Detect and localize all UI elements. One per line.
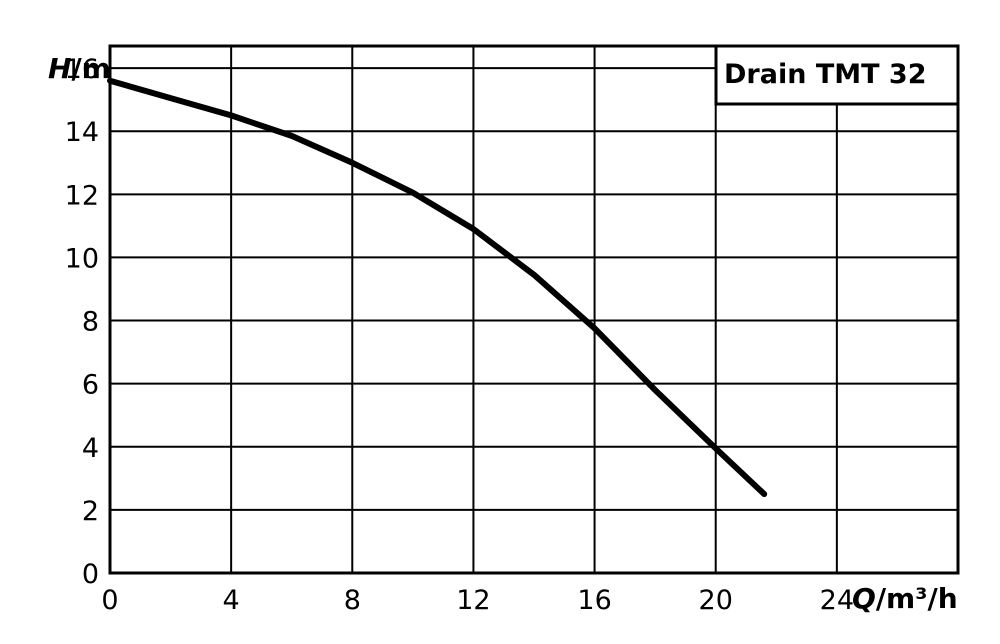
pump-curve-line	[107, 77, 768, 498]
y-tick-label: 2	[82, 496, 99, 527]
x-tick-label: 0	[101, 585, 118, 616]
x-tick-label: 4	[223, 585, 240, 616]
y-axis-label: H/m	[48, 52, 111, 85]
y-tick-labels: 0 2 4 6 8 10 12 14 16	[65, 54, 99, 590]
grid-lines	[110, 46, 958, 573]
y-tick-label: 6	[82, 370, 99, 401]
y-tick-label: 16	[65, 54, 99, 85]
curve-layer	[107, 77, 768, 498]
title-box: Drain TMT 32	[714, 44, 960, 106]
x-axis-unit: /m³/h	[876, 582, 958, 615]
x-axis-label: Q/m³/h	[852, 582, 958, 615]
y-tick-label: 8	[82, 307, 99, 338]
y-tick-label: 12	[65, 180, 99, 211]
x-tick-labels: 0 4 8 12 16 20 24	[101, 585, 854, 616]
y-tick-label: 0	[82, 559, 99, 590]
y-tick-label: 14	[65, 117, 99, 148]
plot-frame	[108, 44, 960, 575]
x-tick-label: 12	[456, 585, 490, 616]
y-axis-variable: H	[48, 52, 71, 85]
chart-title: Drain TMT 32	[724, 59, 927, 90]
y-tick-label: 10	[65, 243, 99, 274]
x-tick-label: 20	[699, 585, 733, 616]
x-tick-label: 16	[577, 585, 611, 616]
y-axis-unit: /m	[71, 52, 110, 85]
x-tick-label: 8	[344, 585, 361, 616]
x-tick-label: 24	[820, 585, 854, 616]
x-axis-variable: Q	[852, 582, 876, 615]
y-tick-label: 4	[82, 433, 99, 464]
